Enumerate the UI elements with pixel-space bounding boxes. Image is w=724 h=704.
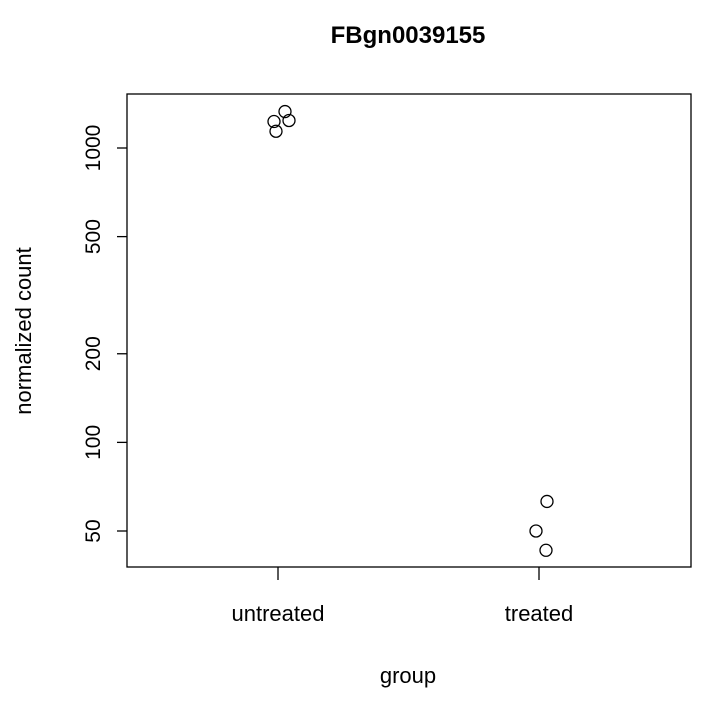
x-tick-label: treated	[505, 601, 574, 626]
x-tick-label: untreated	[232, 601, 325, 626]
chart-title: FBgn0039155	[331, 22, 486, 49]
plot-frame	[126, 93, 692, 568]
y-tick-label: 50	[82, 519, 105, 542]
y-tick-label: 200	[82, 336, 105, 371]
y-tick-label: 1000	[82, 125, 105, 172]
data-point	[539, 543, 553, 557]
data-point	[540, 494, 554, 509]
y-tick-label: 500	[82, 219, 105, 254]
data-point	[529, 524, 543, 538]
x-axis-label: group	[380, 663, 436, 688]
data-point	[267, 114, 281, 129]
y-axis-label: normalized count	[11, 247, 36, 415]
x-axis: untreated treated	[232, 567, 574, 626]
data-points	[267, 104, 554, 557]
data-point	[269, 124, 283, 138]
y-tick-label: 100	[82, 425, 105, 460]
y-axis: 50 100 200 500 1000	[82, 125, 127, 543]
data-point	[282, 113, 296, 128]
data-point	[278, 104, 292, 119]
